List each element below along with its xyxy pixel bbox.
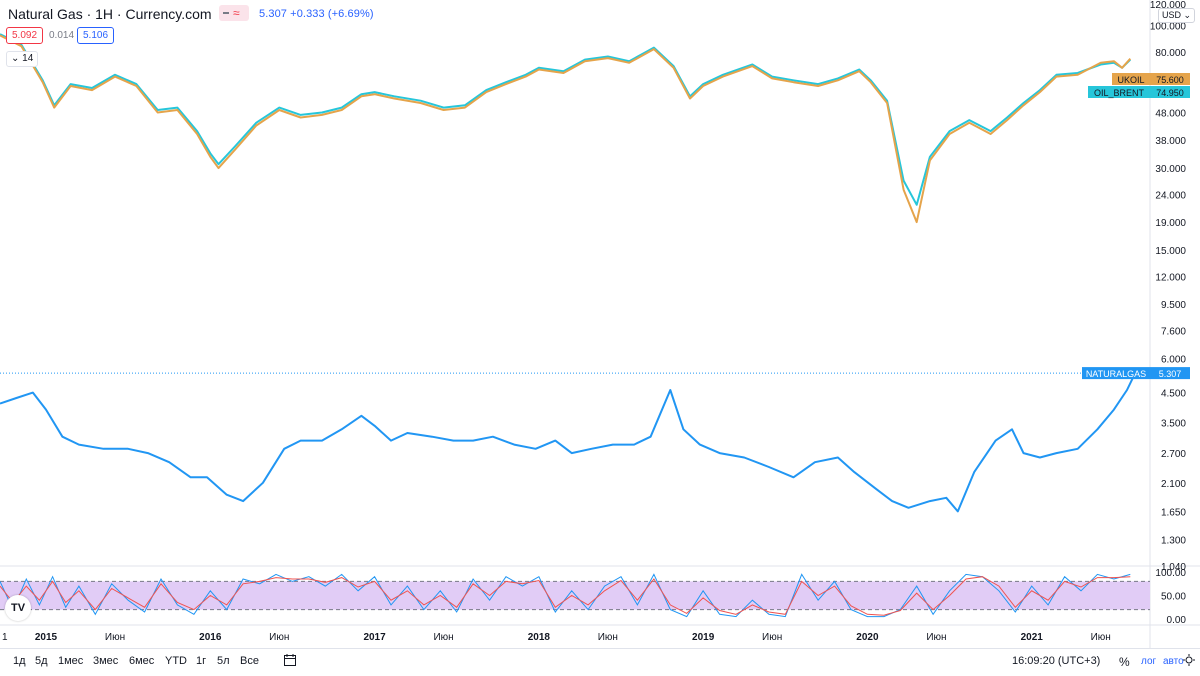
settings-gear-icon[interactable]: [1183, 653, 1195, 672]
price-tick-label: 12.000: [1155, 273, 1186, 284]
time-tick-label: Июн: [926, 632, 946, 643]
brent-name-label: OIL_BRENT: [1094, 88, 1145, 98]
price-tick-label: 80.000: [1155, 48, 1186, 59]
price-tick-label: 1.300: [1161, 536, 1186, 547]
price-tick-label: 30.000: [1155, 164, 1186, 175]
stochastic-tick-label: 100.00: [1155, 568, 1186, 579]
last-quote: 5.307 +0.333 (+6.69%): [259, 8, 374, 20]
chevron-down-icon: ⌄: [1181, 10, 1192, 20]
price-tick-label: 24.000: [1155, 190, 1186, 201]
time-tick-label: 2018: [528, 632, 551, 643]
time-tick-label: 2019: [692, 632, 715, 643]
time-tick-label: 2017: [363, 632, 386, 643]
time-tick-label: Июн: [598, 632, 618, 643]
time-tick-label: 2016: [199, 632, 222, 643]
price-tick-label: 120.000: [1150, 0, 1187, 11]
series-line-ukoil[interactable]: [0, 34, 1132, 224]
ukoil-name-tag: [1112, 73, 1150, 85]
series-price-labels: UKOIL 75.600 OIL_BRENT 74.950 NATURALGAS 5.30…: [1082, 73, 1190, 380]
stochastic-axis[interactable]: 100.00 50.00 0.00: [1155, 568, 1186, 626]
compare-chip[interactable]: ≈: [219, 5, 249, 21]
ukoil-name-label: UKOIL: [1117, 75, 1144, 85]
tradingview-logo[interactable]: TV: [5, 595, 31, 621]
brent-value-label: 74.950: [1156, 88, 1184, 98]
naturalgas-name-tag: [1082, 367, 1150, 380]
price-tick-label: 2.100: [1161, 479, 1186, 490]
bid-price[interactable]: 5.092: [6, 27, 44, 44]
brent-name-tag: [1088, 86, 1150, 98]
spread-value: 0.014: [49, 30, 75, 41]
currency-label: USD: [1162, 10, 1182, 20]
time-tick-label: Июн: [269, 632, 289, 643]
bottom-toolbar: 1д 5д 1мес 3мес 6мес YTD 1г 5л Все 16:09…: [0, 648, 1200, 676]
chart-svg[interactable]: 120.000100.00080.00064.00048.00038.00030…: [0, 0, 1200, 648]
price-axis[interactable]: 120.000100.00080.00064.00048.00038.00030…: [1150, 0, 1187, 573]
chevron-down-icon: ⌄: [11, 53, 20, 64]
range-all[interactable]: Все: [240, 655, 259, 667]
indicator-toggle[interactable]: ⌄ 14: [6, 51, 39, 67]
price-tick-label: 1.650: [1161, 507, 1186, 518]
price-tick-label: 19.000: [1155, 218, 1186, 229]
series-line-oil_brent[interactable]: [0, 33, 1132, 206]
range-ytd[interactable]: YTD: [165, 655, 187, 667]
price-tick-label: 38.000: [1155, 136, 1186, 147]
price-tick-label: 48.000: [1155, 108, 1186, 119]
time-tick-label: 2015: [35, 632, 58, 643]
ukoil-value-label: 75.600: [1156, 75, 1184, 85]
time-tick-label: Июн: [105, 632, 125, 643]
range-1y[interactable]: 1г: [196, 655, 207, 667]
symbol-title[interactable]: Natural Gas · 1H · Currency.com: [8, 6, 212, 22]
price-tick-label: 3.500: [1161, 418, 1186, 429]
stochastic-tick-label: 0.00: [1167, 615, 1187, 626]
svg-text:≈: ≈: [233, 6, 240, 20]
naturalgas-value-tag: [1150, 367, 1190, 380]
currency-button[interactable]: USD ⌄: [1158, 8, 1196, 23]
stochastic-d-line[interactable]: [0, 576, 1131, 616]
stochastic-band: [0, 581, 1150, 610]
wave-compare-icon: ≈: [223, 6, 240, 20]
ukoil-value-tag: [1150, 73, 1190, 85]
range-1d[interactable]: 1д: [13, 655, 26, 667]
auto-toggle[interactable]: авто: [1163, 656, 1184, 667]
brent-value-tag: [1150, 86, 1190, 98]
price-tick-label: 4.500: [1161, 389, 1186, 400]
time-axis[interactable]: 1 2015 Июн 2016 Июн 2017 Июн 2018 Июн 2019 Июн 2020…: [2, 632, 1111, 643]
time-tick-label: Июн: [762, 632, 782, 643]
time-tick-label: Июн: [433, 632, 453, 643]
range-1m[interactable]: 1мес: [58, 655, 84, 667]
time-tick-label: 1: [2, 632, 8, 643]
price-tick-label: 7.600: [1161, 327, 1186, 338]
range-6m[interactable]: 6мес: [129, 655, 155, 667]
price-tick-label: 15.000: [1155, 246, 1186, 257]
range-5y[interactable]: 5л: [217, 655, 230, 667]
price-tick-label: 2.700: [1161, 449, 1186, 460]
legend-header: Natural Gas · 1H · Currency.com ≈ 5.307 …: [0, 0, 1150, 50]
clock-timezone[interactable]: 16:09:20 (UTC+3): [1012, 655, 1101, 667]
range-3m[interactable]: 3мес: [93, 655, 119, 667]
naturalgas-name-label: NATURALGAS: [1086, 369, 1146, 379]
naturalgas-value-label: 5.307: [1159, 369, 1182, 379]
percent-toggle[interactable]: %: [1119, 655, 1130, 669]
price-tick-label: 1.040: [1161, 562, 1186, 573]
price-tick-label: 9.500: [1161, 300, 1186, 311]
indicator-length: 14: [22, 53, 34, 64]
time-tick-label: 2020: [856, 632, 879, 643]
time-tick-label: Июн: [1091, 632, 1111, 643]
series-layer: [0, 33, 1137, 618]
series-line-naturalgas[interactable]: [0, 372, 1137, 513]
log-toggle[interactable]: лог: [1141, 656, 1157, 667]
time-tick-label: 2021: [1021, 632, 1044, 643]
ask-price[interactable]: 5.106: [77, 27, 115, 44]
stochastic-tick-label: 50.00: [1161, 592, 1186, 603]
date-range-icon[interactable]: [283, 653, 297, 670]
range-5d[interactable]: 5д: [35, 655, 48, 667]
price-tick-label: 100.000: [1150, 22, 1187, 33]
price-tick-label: 6.000: [1161, 355, 1186, 366]
